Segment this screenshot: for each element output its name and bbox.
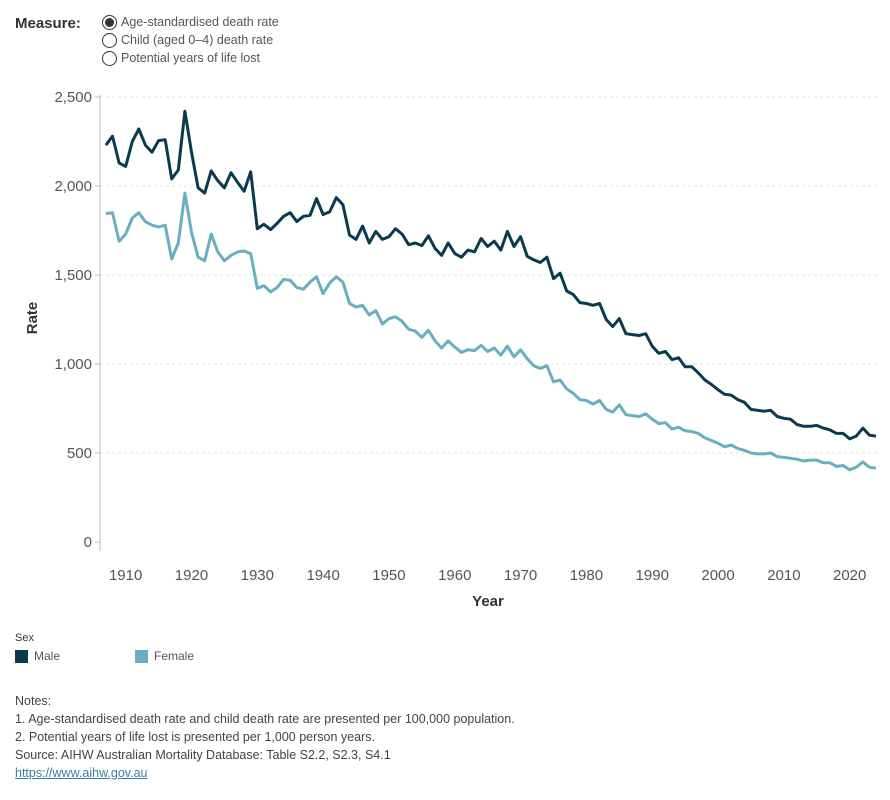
x-tick-label: 1940 [306,567,339,584]
notes: Notes: 1. Age-standardised death rate an… [15,692,515,782]
y-tick-label: 500 [67,445,92,462]
y-tick-label: 1,500 [54,267,92,284]
series-lines [104,109,877,472]
x-tick-label: 2010 [767,567,800,584]
x-axis-label: Year [472,593,504,610]
x-tick-label: 1990 [636,567,669,584]
legend-item-female[interactable]: Female [135,649,194,663]
y-tick-label: 1,000 [54,356,92,373]
radio-label: Age-standardised death rate [121,15,279,29]
legend-label-female: Female [154,649,195,663]
radio-child-death-rate[interactable]: Child (aged 0–4) death rate [102,31,273,49]
y-tick-label: 2,500 [54,89,92,106]
x-tick-label: 1980 [570,567,603,584]
radio-dot-icon [105,17,114,27]
radio-unselected-icon [102,50,117,66]
line-chart: 0 500 1,000 1,500 2,000 2,500 1910 1920 1930 194… [24,89,878,610]
radio-age-standardised-death-rate[interactable]: Age-standardised death rate [102,13,279,31]
aihw-link[interactable]: https://www.aihw.gov.au [15,766,148,780]
gridlines [100,96,878,454]
source-text: Source: AIHW Australian Mortality Databa… [15,748,391,762]
legend-title: Sex [15,632,34,644]
y-axis-label: Rate [24,302,41,335]
legend-item-male[interactable]: Male [15,649,60,663]
radio-label: Potential years of life lost [121,51,260,65]
legend-swatch-female [135,649,148,663]
legend-label-male: Male [34,649,61,663]
radio-selected-icon [102,14,117,30]
x-tick-label: 1970 [504,567,537,584]
series-line-female[interactable] [105,191,877,472]
notes-heading: Notes: [15,694,52,708]
radio-label: Child (aged 0–4) death rate [121,33,274,47]
x-tick-label: 1950 [372,567,405,584]
legend: Sex Male Female [15,632,415,663]
x-tick-label: 1960 [438,567,471,584]
measure-label: Measure: [15,15,81,32]
y-tick-label: 0 [84,534,92,551]
x-tick-label: 1920 [175,567,208,584]
y-tick-label: 2,000 [54,178,92,195]
y-tick-labels: 0 500 1,000 1,500 2,000 2,500 [54,89,100,551]
note-line-1: 1. Age-standardised death rate and child… [15,712,515,726]
radio-potential-years-of-life-lost[interactable]: Potential years of life lost [102,49,260,67]
x-tick-label: 1930 [241,567,274,584]
radio-unselected-icon [102,32,117,48]
note-line-2: 2. Potential years of life lost is prese… [15,730,375,744]
measure-filter: Measure: Age-standardised death rate Chi… [15,12,415,72]
legend-swatch-male [15,649,28,663]
x-tick-label: 2000 [701,567,734,584]
x-tick-label: 2020 [833,567,866,584]
series-line-male[interactable] [104,109,877,441]
x-tick-labels: 1910 1920 1930 1940 1950 1960 1970 1980 1990 2000… [109,567,866,584]
x-tick-label: 1910 [109,567,142,584]
